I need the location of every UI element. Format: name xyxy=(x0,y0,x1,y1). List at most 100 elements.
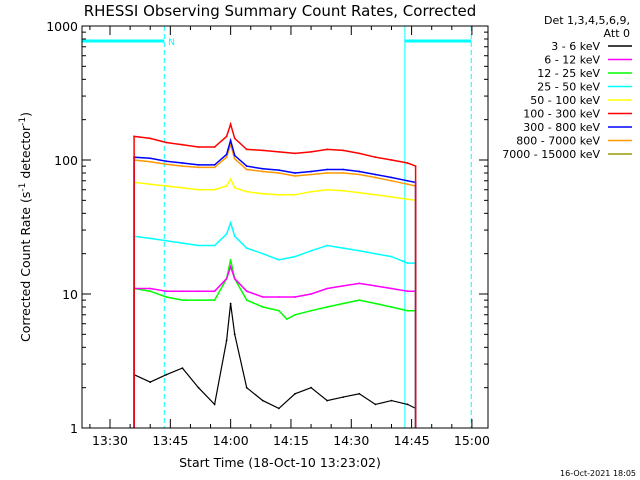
series-800-7000-keV-point-13 xyxy=(310,173,312,176)
series-25-50-keV-point-4 xyxy=(197,244,200,247)
series-6-12-keV-point-13 xyxy=(310,293,312,295)
series-25-50-keV-point-19 xyxy=(406,262,409,264)
series-25-50-keV-point-6 xyxy=(225,233,228,236)
series-12-25-keV-point-13 xyxy=(294,313,296,316)
series-12-25-keV-point-2 xyxy=(165,296,168,298)
series-3-6-keV-point-7 xyxy=(229,302,232,305)
series-800-7000-keV-point-15 xyxy=(342,172,345,174)
series-3-6-keV-point-11 xyxy=(278,407,280,410)
series-50-100-keV-point-6 xyxy=(225,185,228,187)
series-800-7000-keV-point-9 xyxy=(245,168,248,171)
series-100-300-keV-point-13 xyxy=(310,151,312,153)
series-100-300-keV-point-11 xyxy=(278,151,280,153)
series-12-25-keV-point-20 xyxy=(406,309,409,312)
series-12-25-keV-point-12 xyxy=(286,318,288,320)
series-3-6-keV-point-3 xyxy=(181,367,184,369)
series-6-12-keV-point-14 xyxy=(326,287,329,290)
series-6-12-keV-point-11 xyxy=(278,296,280,298)
series-300-800-keV xyxy=(133,137,417,428)
series-50-100-keV xyxy=(133,177,417,428)
series-25-50-keV-point-9 xyxy=(245,247,248,250)
series-800-7000-keV-point-3 xyxy=(181,165,184,168)
series-6-12-keV-point-6 xyxy=(225,277,228,280)
y-tick-label-1: 10 xyxy=(62,287,78,302)
series-800-7000-keV-point-5 xyxy=(213,166,216,169)
series-800-7000-keV-point-4 xyxy=(197,166,200,169)
series-25-50-keV-point-13 xyxy=(310,249,312,252)
series-300-800-keV-point-10 xyxy=(261,167,264,170)
series-6-12-keV-point-4 xyxy=(197,290,200,293)
series-100-300-keV-point-19 xyxy=(406,162,409,164)
series-50-100-keV-point-16 xyxy=(358,191,361,194)
series-6-12-keV-point-18 xyxy=(390,287,393,290)
series-3-6-keV-line xyxy=(133,303,417,428)
y-tick-label-2: 100 xyxy=(54,153,78,168)
series-100-300-keV-point-10 xyxy=(261,149,264,152)
y-axis-label-mid: detector xyxy=(18,125,33,183)
series-3-6-keV-point-14 xyxy=(326,399,329,402)
series-300-800-keV-point-3 xyxy=(181,162,184,164)
series-100-300-keV-point-1 xyxy=(149,137,152,140)
legend-7000-15000-keV-label: 7000 - 15000 keV xyxy=(502,148,600,161)
legend-800-7000-keV-label: 800 - 7000 keV xyxy=(516,135,600,148)
series-3-6-keV-point-6 xyxy=(225,339,228,342)
y-axis-label: Corrected Count Rate (s-1 detector-1) xyxy=(18,112,33,342)
series-100-300-keV-point-6 xyxy=(225,135,228,138)
series-12-25-keV-point-18 xyxy=(374,302,377,305)
series-3-6-keV-point-2 xyxy=(165,373,168,376)
series-25-50-keV-point-7 xyxy=(229,221,232,224)
series-25-50-keV xyxy=(133,220,417,428)
series-50-100-keV-point-3 xyxy=(181,186,184,189)
series-3-6-keV-point-15 xyxy=(342,396,345,398)
series-50-100-keV-point-14 xyxy=(326,188,329,191)
series-300-800-keV-point-14 xyxy=(326,168,329,171)
series-6-12-keV-point-10 xyxy=(261,296,264,298)
series-50-100-keV-point-17 xyxy=(374,193,377,196)
x-tick-label-1: 13:45 xyxy=(152,433,188,448)
series-100-300-keV-point-8 xyxy=(233,137,236,140)
series-800-7000-keV-point-2 xyxy=(165,163,168,166)
flag-label: N xyxy=(168,38,175,48)
series-12-25-keV-point-19 xyxy=(390,306,393,308)
series-800-7000-keV-point-17 xyxy=(374,176,377,179)
series-50-100-keV-point-7 xyxy=(229,178,232,181)
series-12-25-keV-point-3 xyxy=(181,299,184,301)
series-6-12-keV-point-17 xyxy=(374,285,377,287)
series-25-50-keV-point-1 xyxy=(149,237,152,240)
y-tick-label-3: 1000 xyxy=(46,19,78,34)
series-25-50-keV-point-15 xyxy=(342,247,345,250)
series-3-6-keV-point-16 xyxy=(358,392,361,395)
series-50-100-keV-point-12 xyxy=(294,193,296,196)
series-25-50-keV-point-12 xyxy=(294,255,296,258)
series-12-25-keV-point-7 xyxy=(229,258,232,261)
series-3-6-keV-point-5 xyxy=(213,403,216,406)
series-300-800-keV-point-5 xyxy=(213,164,216,166)
y-axis-label-sup2: -1 xyxy=(18,117,28,126)
series-800-7000-keV-point-11 xyxy=(278,172,280,174)
series-800-7000-keV-point-18 xyxy=(390,179,393,182)
series-50-100-keV-point-1 xyxy=(149,183,152,186)
x-tick-label-2: 14:00 xyxy=(213,433,249,448)
axes-layer: 1 10 100 1000 13:30 13:45 14:00 14:15 14:30 14:45… xyxy=(46,19,490,448)
series-800-7000-keV-point-12 xyxy=(294,175,296,177)
series-25-50-keV-line xyxy=(133,220,417,428)
series-300-800-keV-point-18 xyxy=(390,176,393,179)
series-100-300-keV-point-9 xyxy=(245,148,248,151)
series-50-100-keV-point-10 xyxy=(261,192,264,195)
chart-title: RHESSI Observing Summary Count Rates, Co… xyxy=(84,2,477,20)
series-300-800-keV-point-7 xyxy=(229,139,232,142)
series-100-300-keV-point-3 xyxy=(181,143,184,146)
series-6-12-keV-line xyxy=(133,264,417,428)
series-50-100-keV-point-4 xyxy=(197,188,200,191)
series-800-7000-keV-point-10 xyxy=(261,170,264,173)
x-tick-label-5: 14:45 xyxy=(394,433,430,448)
series-25-50-keV-point-17 xyxy=(374,252,377,255)
series-6-12-keV-point-9 xyxy=(245,290,248,293)
series-6-12-keV-point-12 xyxy=(294,296,296,298)
series-6-12-keV-point-1 xyxy=(149,287,152,290)
legend-title-line-1: Att 0 xyxy=(604,27,630,40)
series-6-12-keV-point-3 xyxy=(181,290,184,293)
series-50-100-keV-point-8 xyxy=(233,186,236,189)
series-3-6-keV-point-18 xyxy=(390,399,393,402)
series-6-12-keV-point-16 xyxy=(358,282,361,285)
